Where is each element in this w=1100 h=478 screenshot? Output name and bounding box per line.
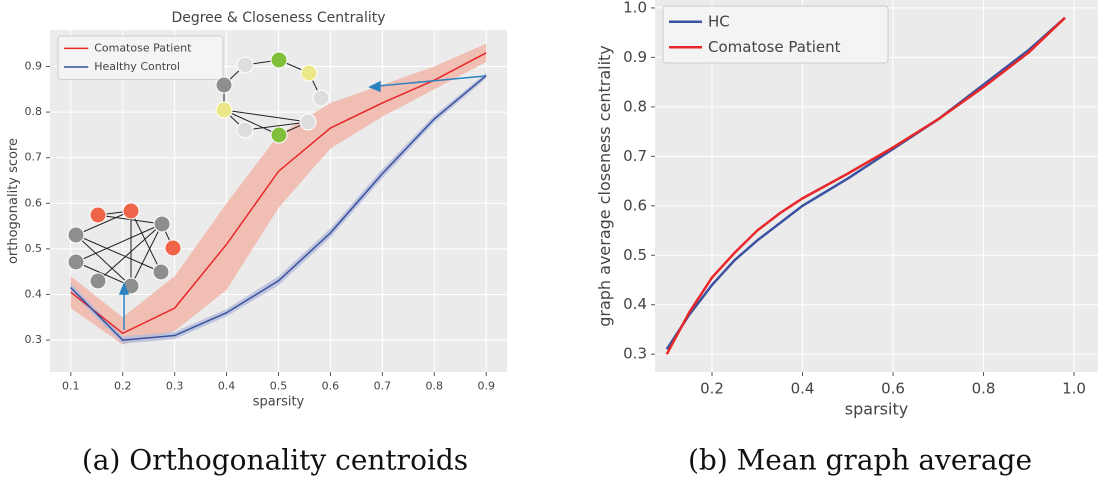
y-axis-label: graph average closeness centrality — [595, 45, 614, 327]
y-tick-label: 0.4 — [623, 295, 647, 313]
legend-label: Comatose Patient — [708, 38, 841, 56]
series-line — [70, 75, 487, 341]
x-axis-label: sparsity — [253, 395, 305, 410]
x-tick-label: 0.4 — [791, 380, 815, 398]
x-tick-label: 0.8 — [426, 380, 444, 393]
caption: (b) Mean graph average — [688, 444, 1032, 477]
y-tick-label: 0.5 — [623, 246, 647, 264]
y-tick-label: 0.7 — [25, 151, 43, 164]
x-tick-label: 0.8 — [972, 380, 996, 398]
legend-label: Healthy Control — [94, 60, 180, 73]
chart-a: 0.1 0.2 0.3 0.4 0.5 0.6 0.7 0.8 0.9 0.3 0.4 0.5 0.6 0… — [6, 10, 507, 410]
x-tick-label: 0.4 — [218, 380, 236, 393]
y-tick-label: 0.4 — [25, 287, 43, 300]
x-tick-label: 0.6 — [881, 380, 905, 398]
y-tick-label: 0.7 — [623, 147, 647, 165]
y-tick-label: 0.8 — [25, 105, 43, 118]
legend-box — [662, 5, 889, 64]
series-line — [70, 52, 487, 335]
y-tick-label: 0.8 — [623, 97, 647, 115]
y-axis-label: orthogonality score — [6, 138, 21, 264]
caption: (a) Orthogonality centroids — [82, 444, 468, 477]
y-tick-label: 0.9 — [25, 59, 43, 72]
network-edges — [75, 59, 322, 287]
y-tick-label: 0.6 — [25, 196, 43, 209]
x-tick-label: 0.9 — [477, 380, 495, 393]
y-tick-label: 1.0 — [623, 0, 647, 16]
y-tick-label: 0.9 — [623, 48, 647, 66]
x-tick-label: 1.0 — [1062, 380, 1086, 398]
legend-label: Comatose Patient — [94, 41, 192, 54]
x-tick-label: 0.6 — [322, 380, 340, 393]
series-line — [665, 16, 1066, 355]
y-tick-label: 0.6 — [623, 196, 647, 214]
x-tick-label: 0.5 — [270, 380, 288, 393]
series-line — [665, 16, 1066, 350]
x-axis-label: sparsity — [845, 400, 908, 419]
x-tick-label: 0.2 — [114, 380, 132, 393]
chart-title: Degree & Closeness Centrality — [171, 10, 385, 26]
legend-label: HC — [708, 12, 730, 30]
network-insets — [67, 51, 486, 330]
y-tick-label: 0.5 — [25, 242, 43, 255]
y-tick-label: 0.3 — [623, 345, 647, 363]
x-tick-label: 0.7 — [374, 380, 392, 393]
x-tick-label: 0.3 — [166, 380, 184, 393]
confidence-band — [70, 43, 487, 345]
chart-b: 0.2 0.4 0.6 0.8 1.0 0.3 0.4 0.5 0.6 0.7 0.8 0.9 1.0 s… — [595, 0, 1098, 419]
arrows — [118, 75, 486, 330]
legend-box — [57, 35, 224, 80]
x-tick-label: 0.1 — [62, 380, 80, 393]
x-tick-label: 0.2 — [700, 380, 724, 398]
y-tick-label: 0.3 — [25, 333, 43, 346]
